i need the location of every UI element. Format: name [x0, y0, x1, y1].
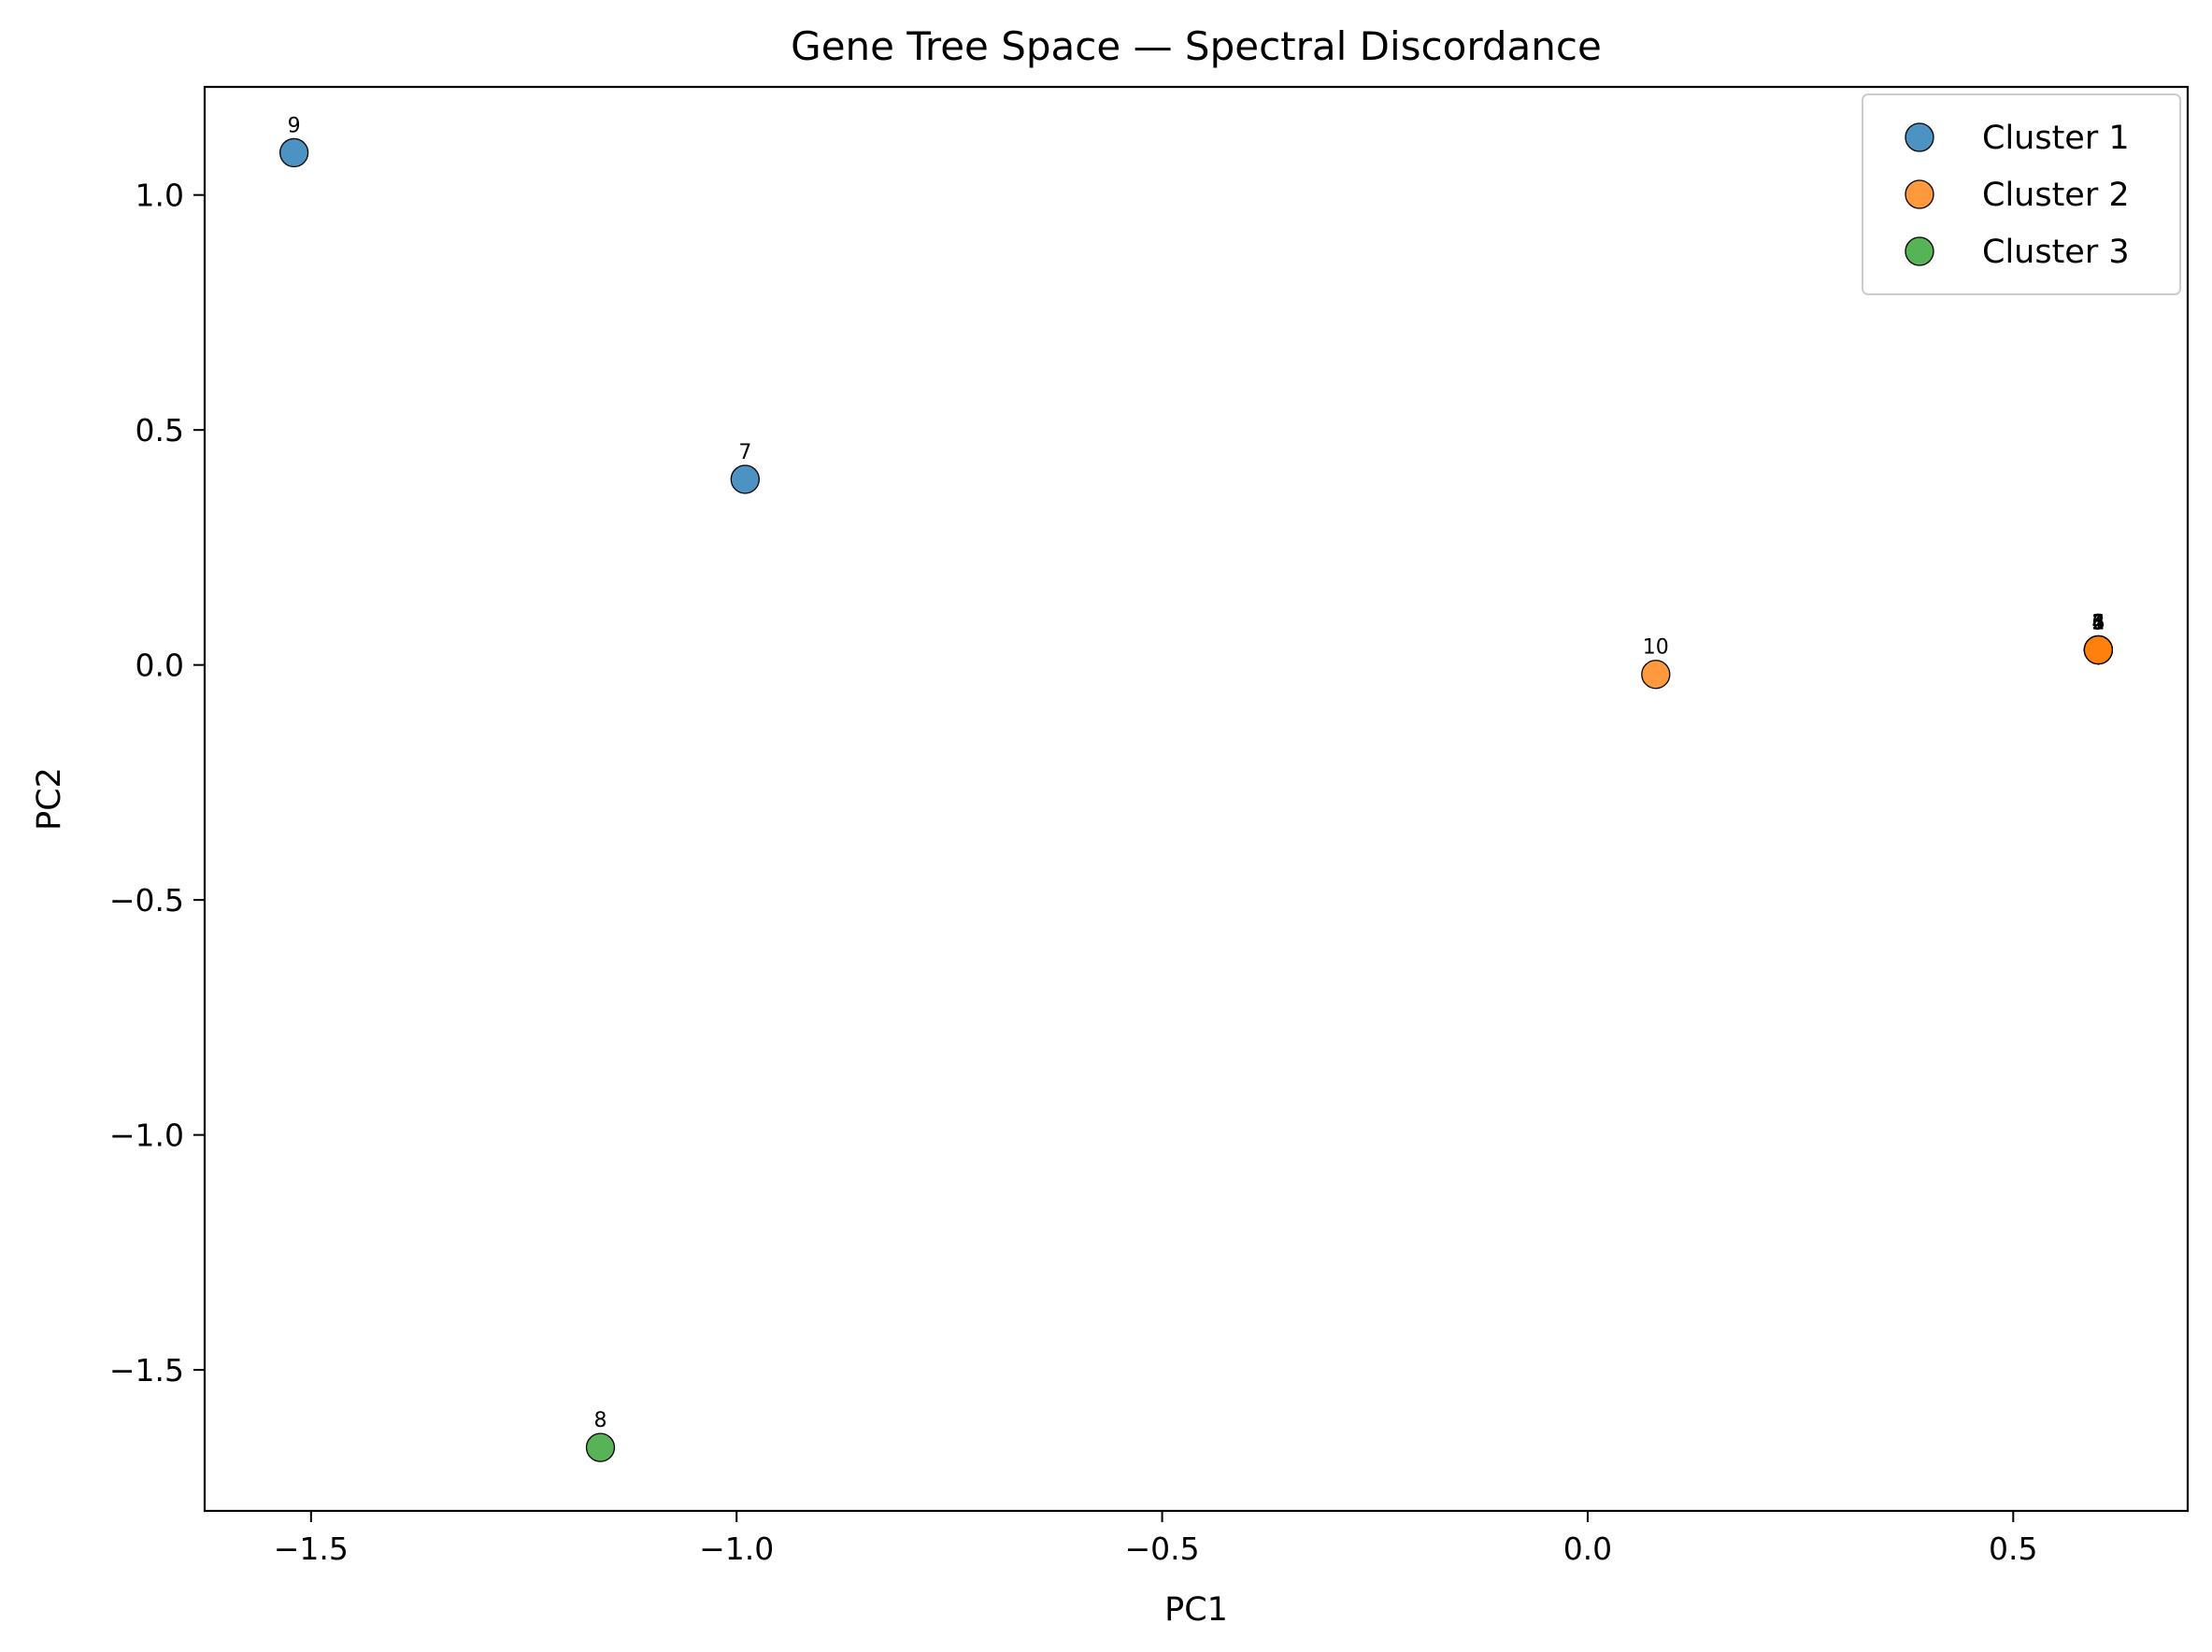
x-tick-label: −1.5 — [274, 1531, 349, 1567]
legend: Cluster 1 Cluster 2 Cluster 3 — [1862, 93, 2181, 295]
data-point — [585, 1432, 616, 1462]
x-tick-label: −1.0 — [699, 1531, 774, 1567]
legend-label: Cluster 1 — [1982, 120, 2130, 157]
chart-title: Gene Tree Space — Spectral Discordance — [791, 23, 1602, 69]
point-label: 3 — [2091, 612, 2105, 635]
x-tick-label: 0.5 — [1989, 1531, 2037, 1567]
data-point — [1641, 660, 1671, 690]
point-label: 1 — [2091, 612, 2105, 635]
x-axis-label: PC1 — [1164, 1591, 1228, 1629]
point-label: 2 — [2091, 612, 2105, 635]
point-label: 8 — [593, 1409, 607, 1432]
y-tick-label: −1.5 — [109, 1352, 184, 1389]
plot-frame — [203, 85, 2190, 1513]
y-tick-label: 0.5 — [136, 412, 184, 449]
legend-label: Cluster 2 — [1982, 177, 2130, 214]
y-tick-label: 1.0 — [136, 178, 184, 214]
y-tick-label: −0.5 — [109, 882, 184, 919]
y-tick-label: 0.0 — [136, 648, 184, 684]
legend-label: Cluster 3 — [1982, 234, 2130, 271]
point-label: 6 — [2091, 612, 2105, 635]
legend-box — [1862, 93, 2181, 295]
point-label: 10 — [1643, 636, 1669, 660]
data-point — [2083, 634, 2114, 665]
point-label: 5 — [2091, 612, 2105, 635]
point-label: 9 — [288, 114, 301, 137]
x-tick-label: −0.5 — [1125, 1531, 1200, 1567]
y-tick-label: −1.0 — [109, 1118, 184, 1154]
legend-marker — [1905, 236, 1934, 266]
point-label: 4 — [2091, 612, 2105, 635]
axes: −1.5 −1.0 −0.5 0.0 0.5 1.0 0.5 0.0 −0.5 −1.0 −1.5 — [109, 178, 2038, 1567]
data-point — [278, 137, 309, 168]
y-axis-label: PC2 — [31, 767, 68, 831]
x-tick-label: 0.0 — [1563, 1531, 1612, 1567]
point-label: 7 — [738, 441, 751, 464]
legend-marker — [1905, 179, 1934, 209]
legend-marker — [1905, 122, 1934, 152]
data-point — [730, 464, 760, 494]
